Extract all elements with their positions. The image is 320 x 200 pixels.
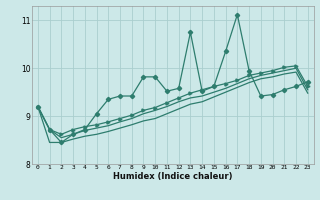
X-axis label: Humidex (Indice chaleur): Humidex (Indice chaleur)	[113, 172, 233, 181]
